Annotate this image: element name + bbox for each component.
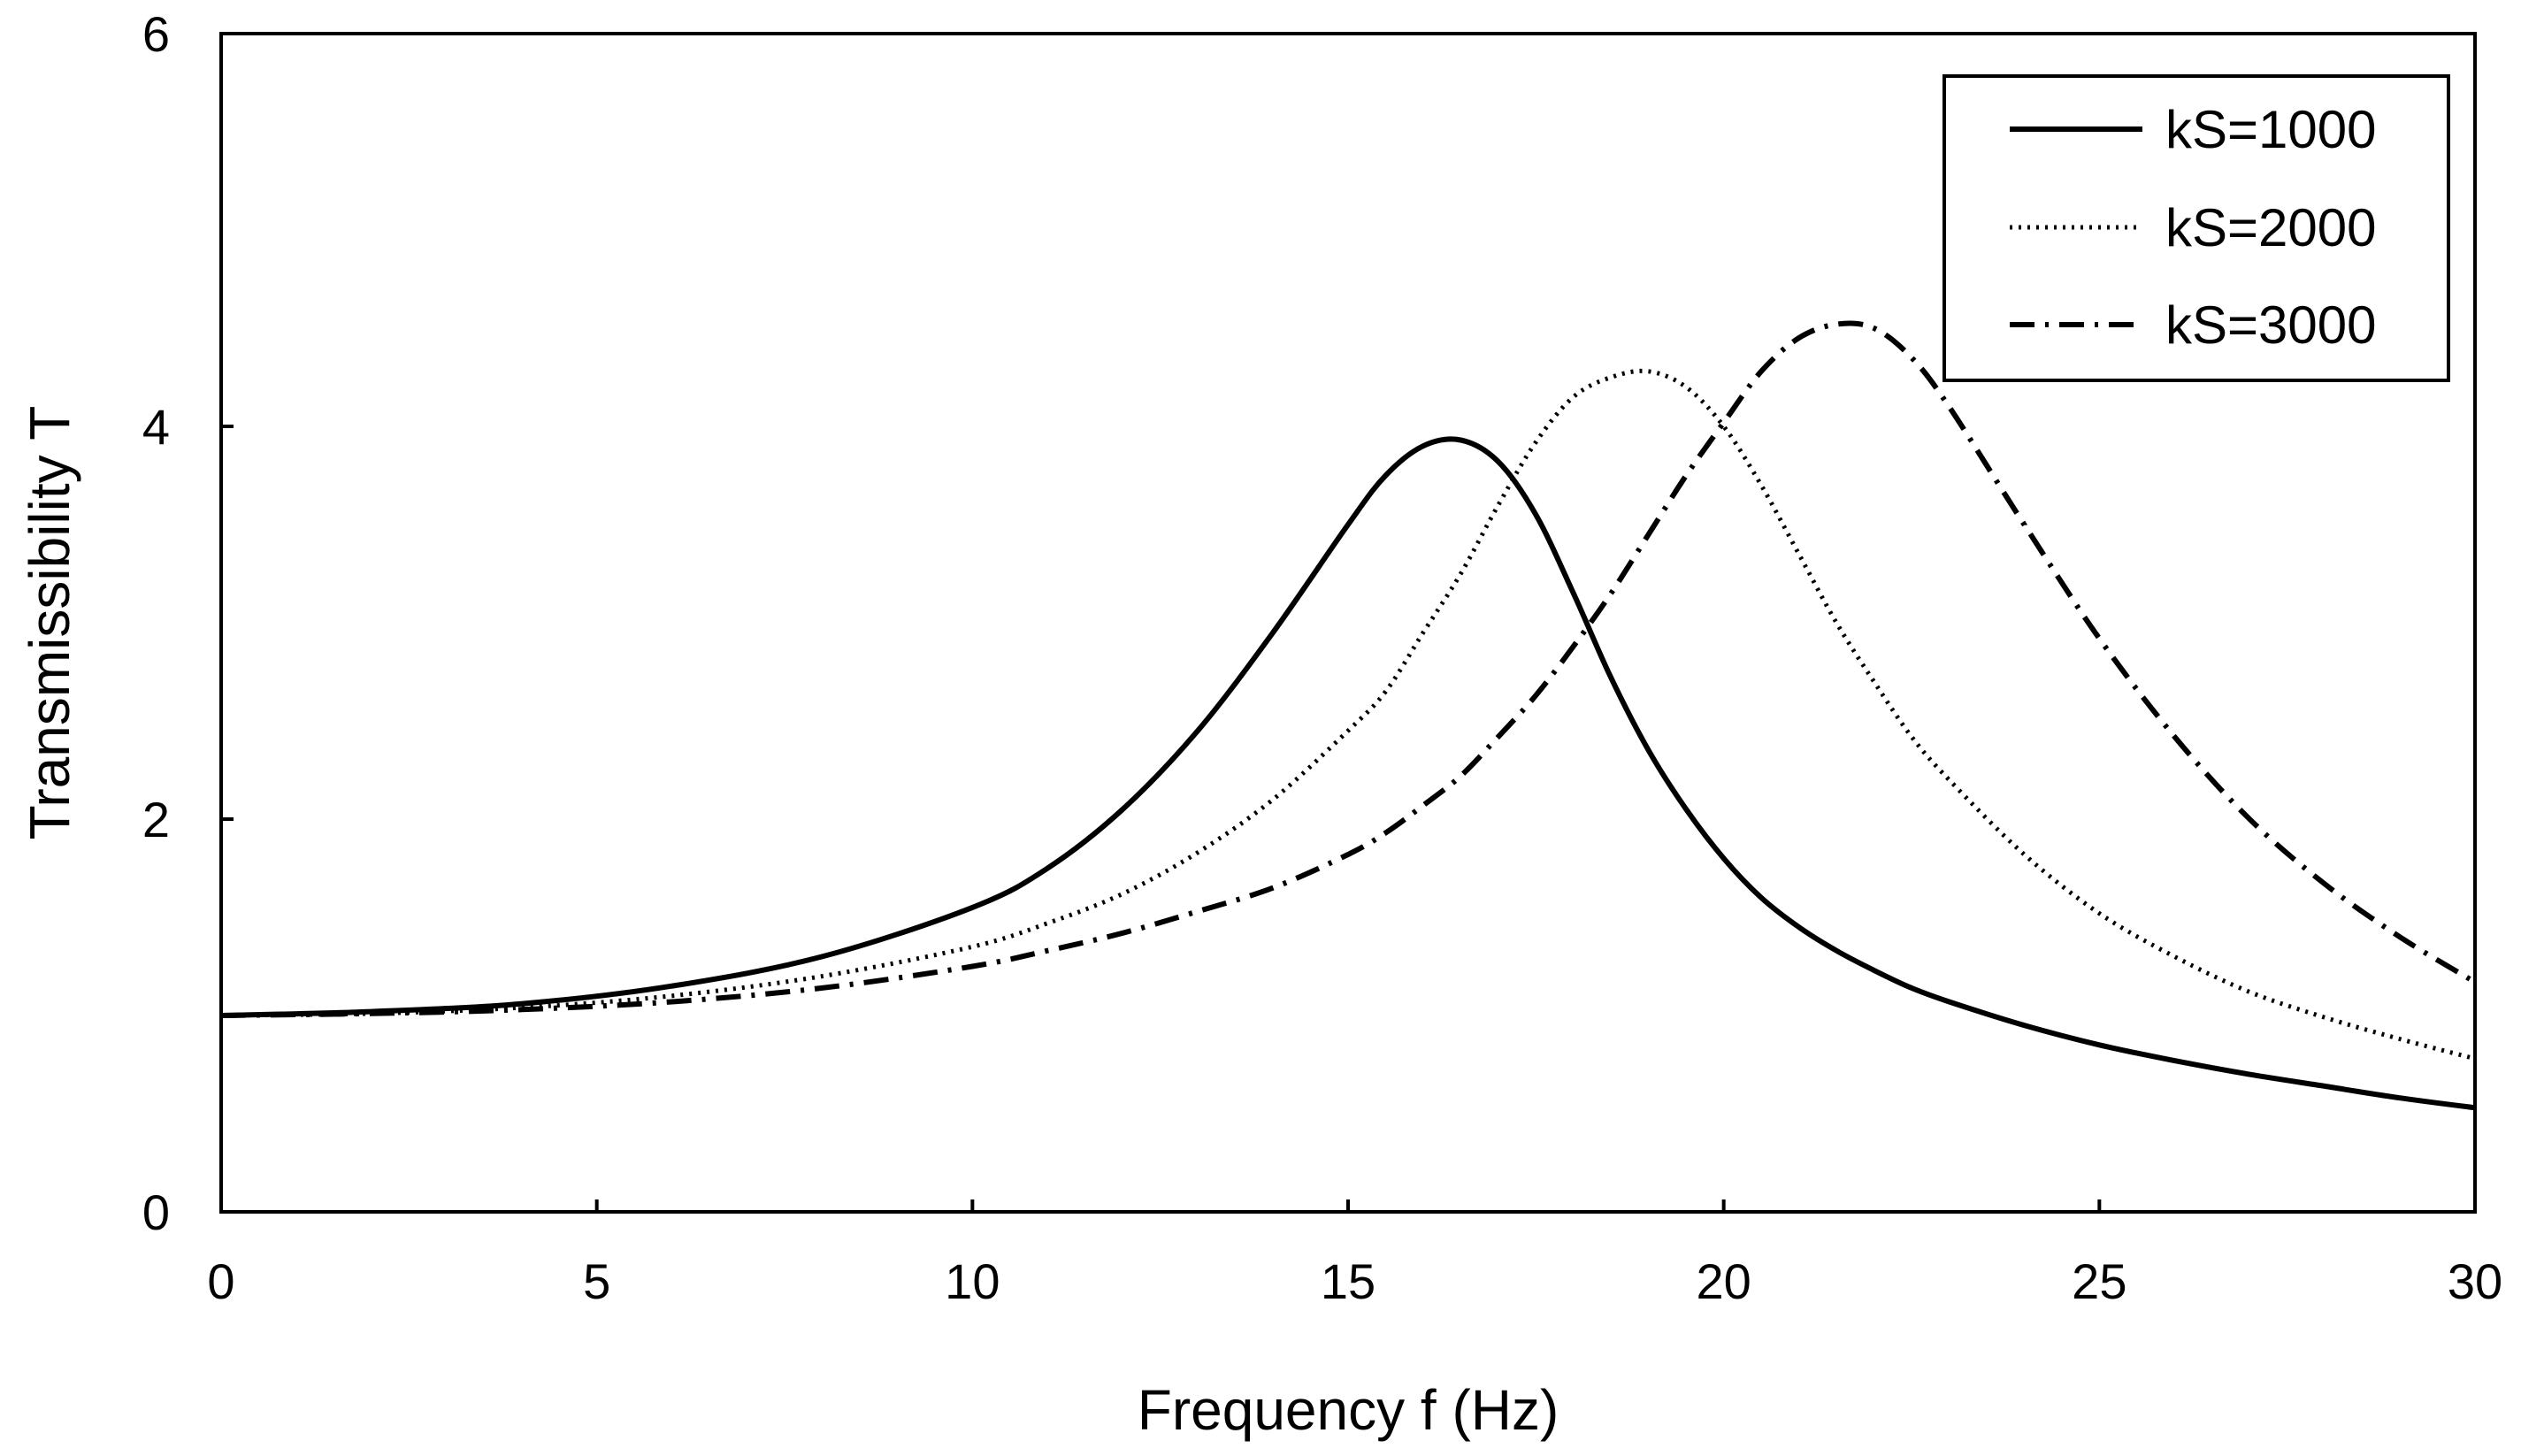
x-axis-title: Frequency f (Hz) (1138, 1378, 1559, 1442)
y-tick-label-2: 4 (142, 399, 170, 455)
x-tick-label-0: 0 (207, 1253, 234, 1309)
x-tick-label-1: 5 (583, 1253, 610, 1309)
legend: kS=1000 kS=2000 kS=3000 (1942, 74, 2450, 382)
x-tick-label-5: 25 (2072, 1253, 2126, 1309)
y-tick-label-3: 6 (142, 6, 170, 62)
series-line-kS3000 (220, 320, 2477, 1018)
plot-area (220, 320, 2477, 1111)
y-axis-title: Transmissibility T (18, 406, 81, 840)
series-line-kS1000 (220, 436, 2476, 1111)
x-tick-label-6: 30 (2448, 1253, 2502, 1309)
series-line-kS2000 (220, 368, 2476, 1061)
legend-label-kS2000: kS=2000 (2165, 198, 2377, 257)
y-tick-label-1: 2 (142, 792, 170, 847)
x-tick-label-4: 20 (1697, 1253, 1751, 1309)
legend-label-kS3000: kS=3000 (2165, 295, 2377, 355)
axis-ticks: 0 5 10 15 20 25 30 0 2 4 6 (142, 6, 2502, 1309)
x-tick-label-2: 10 (945, 1253, 1000, 1309)
legend-label-kS1000: kS=1000 (2165, 100, 2377, 159)
x-tick-label-3: 15 (1321, 1253, 1375, 1309)
y-tick-label-0: 0 (142, 1184, 170, 1240)
